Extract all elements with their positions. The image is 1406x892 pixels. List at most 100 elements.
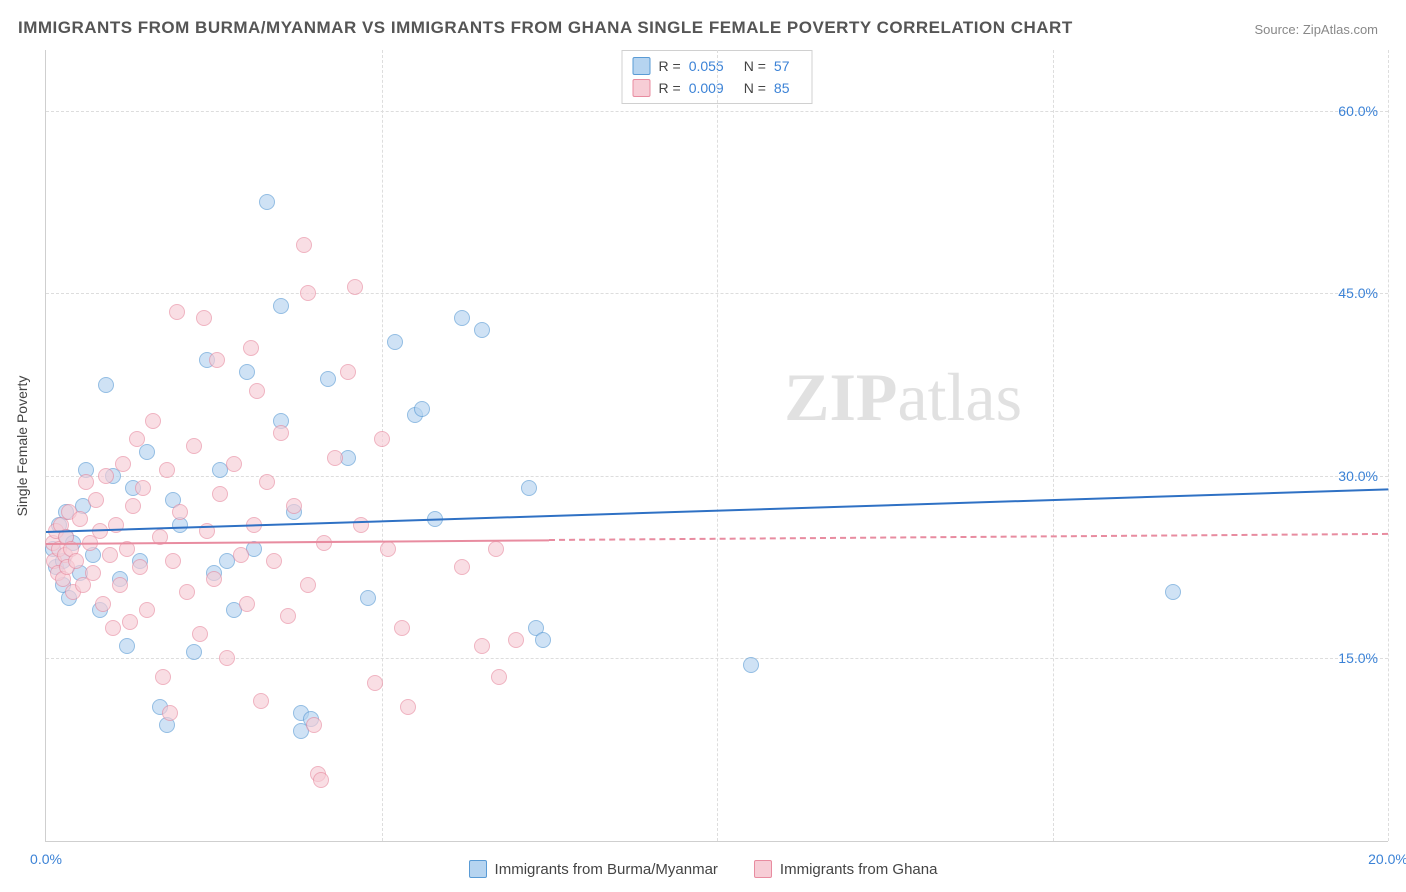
scatter-point bbox=[454, 310, 470, 326]
scatter-point bbox=[400, 699, 416, 715]
scatter-point bbox=[353, 517, 369, 533]
scatter-point bbox=[135, 480, 151, 496]
scatter-point bbox=[145, 413, 161, 429]
scatter-point bbox=[296, 237, 312, 253]
scatter-point bbox=[179, 584, 195, 600]
scatter-point bbox=[219, 650, 235, 666]
scatter-point bbox=[95, 596, 111, 612]
scatter-point bbox=[273, 298, 289, 314]
scatter-point bbox=[327, 450, 343, 466]
scatter-point bbox=[243, 340, 259, 356]
scatter-point bbox=[88, 492, 104, 508]
scatter-point bbox=[313, 772, 329, 788]
scatter-point bbox=[743, 657, 759, 673]
scatter-point bbox=[68, 553, 84, 569]
scatter-point bbox=[125, 498, 141, 514]
scatter-point bbox=[159, 462, 175, 478]
source-attribution: Source: ZipAtlas.com bbox=[1254, 22, 1378, 37]
scatter-point bbox=[239, 596, 255, 612]
scatter-point bbox=[387, 334, 403, 350]
n-value: 57 bbox=[774, 58, 790, 74]
scatter-point bbox=[1165, 584, 1181, 600]
scatter-point bbox=[380, 541, 396, 557]
legend-label: Immigrants from Ghana bbox=[780, 861, 938, 878]
watermark: ZIPatlas bbox=[784, 358, 1022, 437]
legend-bottom: Immigrants from Burma/Myanmar Immigrants … bbox=[0, 860, 1406, 878]
scatter-point bbox=[259, 474, 275, 490]
scatter-point bbox=[155, 669, 171, 685]
y-tick-label: 45.0% bbox=[1338, 285, 1378, 301]
gridline-vertical bbox=[1388, 50, 1389, 841]
scatter-point bbox=[259, 194, 275, 210]
scatter-point bbox=[129, 431, 145, 447]
scatter-point bbox=[233, 547, 249, 563]
scatter-point bbox=[394, 620, 410, 636]
y-tick-label: 15.0% bbox=[1338, 650, 1378, 666]
scatter-point bbox=[286, 498, 302, 514]
scatter-point bbox=[112, 577, 128, 593]
scatter-point bbox=[119, 638, 135, 654]
scatter-point bbox=[249, 383, 265, 399]
scatter-point bbox=[474, 322, 490, 338]
scatter-point bbox=[98, 468, 114, 484]
scatter-point bbox=[192, 626, 208, 642]
scatter-point bbox=[320, 371, 336, 387]
plot-area: ZIPatlas R =0.055N =57R =0.009N =85 15.0… bbox=[45, 50, 1388, 842]
legend-item: Immigrants from Ghana bbox=[754, 860, 938, 878]
legend-swatch bbox=[633, 79, 651, 97]
legend-swatch bbox=[754, 860, 772, 878]
scatter-point bbox=[521, 480, 537, 496]
scatter-point bbox=[209, 352, 225, 368]
scatter-point bbox=[491, 669, 507, 685]
scatter-point bbox=[186, 438, 202, 454]
scatter-point bbox=[105, 620, 121, 636]
scatter-point bbox=[72, 511, 88, 527]
scatter-point bbox=[212, 486, 228, 502]
gridline-vertical bbox=[717, 50, 718, 841]
scatter-point bbox=[488, 541, 504, 557]
r-value: 0.055 bbox=[689, 58, 724, 74]
legend-item: Immigrants from Burma/Myanmar bbox=[469, 860, 718, 878]
gridline-vertical bbox=[1053, 50, 1054, 841]
chart-title: IMMIGRANTS FROM BURMA/MYANMAR VS IMMIGRA… bbox=[18, 18, 1073, 38]
scatter-point bbox=[266, 553, 282, 569]
scatter-point bbox=[414, 401, 430, 417]
scatter-point bbox=[115, 456, 131, 472]
y-axis-label: Single Female Poverty bbox=[14, 376, 30, 517]
scatter-point bbox=[347, 279, 363, 295]
scatter-point bbox=[273, 425, 289, 441]
n-label: N = bbox=[744, 80, 766, 96]
trend-line bbox=[46, 539, 549, 545]
y-tick-label: 60.0% bbox=[1338, 103, 1378, 119]
scatter-point bbox=[165, 553, 181, 569]
n-value: 85 bbox=[774, 80, 790, 96]
scatter-point bbox=[300, 285, 316, 301]
scatter-point bbox=[360, 590, 376, 606]
r-value: 0.009 bbox=[689, 80, 724, 96]
legend-swatch bbox=[469, 860, 487, 878]
scatter-point bbox=[132, 559, 148, 575]
scatter-point bbox=[169, 304, 185, 320]
scatter-point bbox=[239, 364, 255, 380]
scatter-point bbox=[186, 644, 202, 660]
legend-label: Immigrants from Burma/Myanmar bbox=[495, 861, 718, 878]
r-label: R = bbox=[659, 80, 681, 96]
scatter-point bbox=[367, 675, 383, 691]
legend-swatch bbox=[633, 57, 651, 75]
scatter-point bbox=[535, 632, 551, 648]
scatter-point bbox=[172, 504, 188, 520]
trend-line-dashed bbox=[549, 533, 1388, 541]
scatter-point bbox=[454, 559, 470, 575]
scatter-point bbox=[508, 632, 524, 648]
scatter-point bbox=[139, 602, 155, 618]
scatter-point bbox=[98, 377, 114, 393]
r-label: R = bbox=[659, 58, 681, 74]
scatter-point bbox=[85, 565, 101, 581]
scatter-point bbox=[122, 614, 138, 630]
scatter-point bbox=[306, 717, 322, 733]
scatter-point bbox=[162, 705, 178, 721]
scatter-point bbox=[253, 693, 269, 709]
scatter-point bbox=[196, 310, 212, 326]
scatter-point bbox=[226, 456, 242, 472]
scatter-point bbox=[300, 577, 316, 593]
